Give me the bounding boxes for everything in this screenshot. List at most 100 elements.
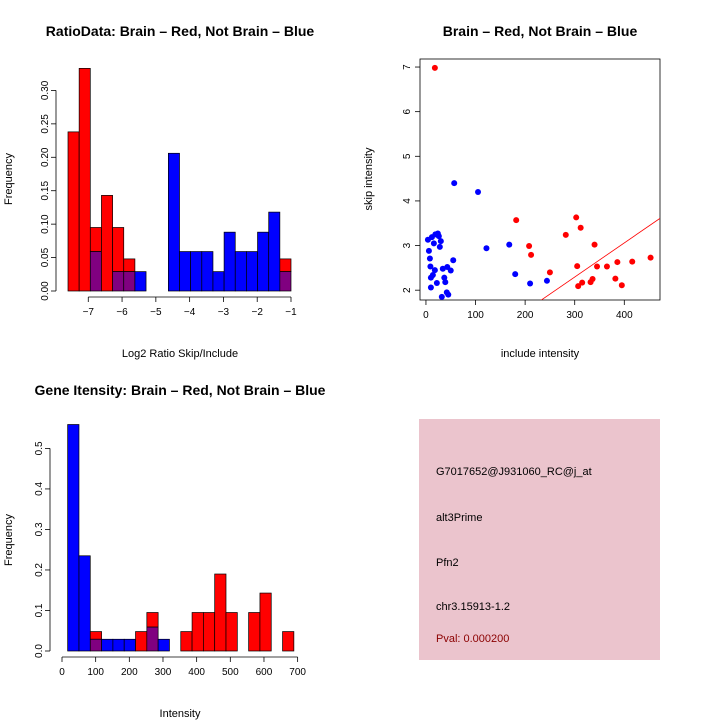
histogram-bar xyxy=(248,612,261,652)
histogram-bar xyxy=(135,631,148,652)
x-tick-label: −7 xyxy=(83,307,95,318)
y-tick-label: 3 xyxy=(402,242,413,248)
x-tick-label: 400 xyxy=(188,667,205,678)
scatter-point xyxy=(435,233,442,240)
scatter-point xyxy=(450,257,457,264)
scatter-plot-frame xyxy=(419,58,661,301)
y-tick-label: 0.4 xyxy=(34,482,45,496)
x-tick-label: 0 xyxy=(59,667,65,678)
histogram-bar xyxy=(191,612,204,652)
histogram-bar xyxy=(112,227,125,272)
scatter-point xyxy=(445,291,452,298)
scatter-ylabel: skip intensity xyxy=(363,147,375,210)
probe-id-text: G7017652@J931060_RC@j_at xyxy=(436,466,592,478)
ratio-histogram: RatioData: Brain – Red, Not Brain – Blue… xyxy=(3,23,314,360)
ratio-histogram-ylabel: Frequency xyxy=(3,153,15,205)
scatter-point xyxy=(426,255,433,262)
histogram-bar xyxy=(157,638,170,652)
scatter-point xyxy=(543,277,550,284)
intensity-scatter: Brain – Red, Not Brain – Blue include in… xyxy=(363,23,661,360)
histogram-bar xyxy=(246,251,258,292)
scatter-point xyxy=(589,276,596,283)
y-tick-label: 0.2 xyxy=(34,563,45,577)
scatter-point xyxy=(562,231,569,238)
histogram-bar xyxy=(89,227,102,252)
y-tick-label: 0.1 xyxy=(34,603,45,617)
scatter-point xyxy=(441,274,448,281)
scatter-point xyxy=(618,282,625,289)
histogram-bar xyxy=(279,258,292,272)
histogram-bar xyxy=(89,631,102,640)
x-tick-label: −5 xyxy=(150,307,162,318)
y-tick-label: 0.10 xyxy=(40,214,51,234)
scatter-title: Brain – Red, Not Brain – Blue xyxy=(443,23,638,39)
scatter-point xyxy=(591,241,598,248)
gene-histogram-xlabel: Intensity xyxy=(160,708,201,720)
scatter-point xyxy=(429,272,436,279)
histogram-bar xyxy=(67,424,80,652)
scatter-point xyxy=(614,259,621,266)
histogram-bar xyxy=(203,612,216,652)
scatter-point xyxy=(577,224,584,231)
y-tick-label: 6 xyxy=(402,108,413,114)
histogram-bar xyxy=(190,251,203,292)
scatter-point xyxy=(447,267,454,274)
scatter-point xyxy=(579,279,586,286)
info-panel: G7017652@J931060_RC@j_at alt3Prime Pfn2 … xyxy=(419,419,660,660)
x-tick-label: 300 xyxy=(566,310,583,321)
scatter-point xyxy=(438,293,445,300)
gene-intensity-histogram: Gene Itensity: Brain – Red, Not Brain – … xyxy=(3,382,326,720)
histogram-bar xyxy=(67,131,80,292)
gene-name-text: Pfn2 xyxy=(436,557,459,569)
histogram-bar xyxy=(212,271,225,292)
histogram-bar xyxy=(234,251,247,292)
histogram-bar xyxy=(78,68,91,292)
gene-histogram-ylabel: Frequency xyxy=(3,514,15,566)
x-tick-label: −2 xyxy=(252,307,264,318)
scatter-point xyxy=(436,243,443,250)
scatter-point xyxy=(546,269,553,276)
scatter-point xyxy=(629,258,636,265)
histogram-bar xyxy=(101,638,114,652)
histogram-overlap-bar xyxy=(146,626,159,652)
y-tick-label: 4 xyxy=(402,198,413,204)
scatter-plot-area xyxy=(424,64,660,300)
scatter-point xyxy=(512,271,519,278)
histogram-bar xyxy=(268,211,281,292)
histogram-bar xyxy=(146,612,159,628)
y-tick-label: 0.5 xyxy=(34,441,45,455)
scatter-point xyxy=(427,284,434,291)
x-tick-label: 100 xyxy=(87,667,104,678)
x-tick-label: −1 xyxy=(285,307,297,318)
scatter-point xyxy=(425,247,432,254)
histogram-bar xyxy=(101,195,113,292)
event-type-text: alt3Prime xyxy=(436,512,482,524)
histogram-bar xyxy=(223,231,236,292)
location-text: chr3.15913-1.2 xyxy=(436,601,510,613)
y-tick-label: 7 xyxy=(402,64,413,70)
scatter-xlabel: include intensity xyxy=(501,348,580,360)
histogram-overlap-bar xyxy=(112,271,125,292)
scatter-point xyxy=(513,217,520,224)
scatter-point xyxy=(594,263,601,270)
y-tick-label: 0.25 xyxy=(40,114,51,134)
histogram-bar xyxy=(123,638,136,652)
scatter-point xyxy=(451,180,458,187)
x-tick-label: −6 xyxy=(116,307,128,318)
histogram-bar xyxy=(179,251,191,292)
histogram-bar xyxy=(201,251,214,292)
scatter-point xyxy=(430,240,437,247)
histogram-bar xyxy=(257,231,270,292)
x-tick-label: 0 xyxy=(423,310,429,321)
ratio-histogram-xlabel: Log2 Ratio Skip/Include xyxy=(122,348,238,360)
scatter-point xyxy=(475,188,482,195)
gene-histogram-title: Gene Itensity: Brain – Red, Not Brain – … xyxy=(35,382,326,398)
y-tick-label: 0.0 xyxy=(34,644,45,658)
info-panel-background xyxy=(419,419,660,660)
histogram-bar xyxy=(168,152,180,292)
histogram-bar xyxy=(214,573,227,652)
y-tick-label: 0.3 xyxy=(34,522,45,536)
scatter-point xyxy=(431,64,438,71)
histogram-bar xyxy=(225,612,238,652)
y-tick-label: 5 xyxy=(402,153,413,159)
